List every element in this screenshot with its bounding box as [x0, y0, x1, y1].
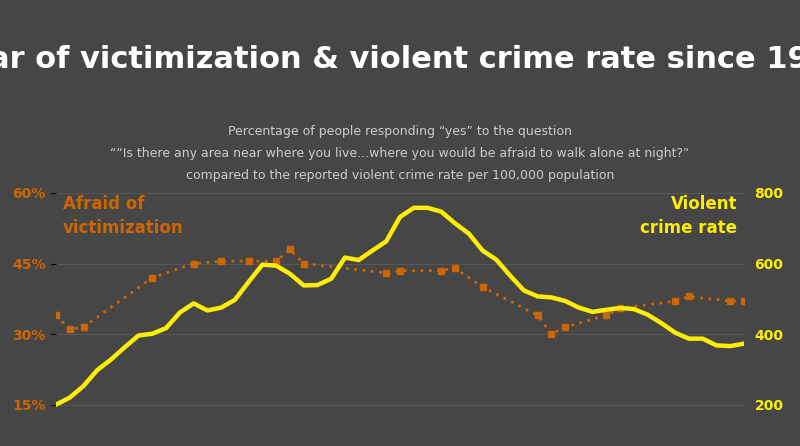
Text: Afraid of
victimization: Afraid of victimization — [63, 195, 183, 237]
Text: compared to the reported violent crime rate per 100,000 population: compared to the reported violent crime r… — [186, 169, 614, 182]
Text: Violent
crime rate: Violent crime rate — [640, 195, 737, 237]
Text: Percentage of people responding “yes” to the question: Percentage of people responding “yes” to… — [228, 125, 572, 138]
Text: ““Is there any area near where you live...where you would be afraid to walk alon: ““Is there any area near where you live.… — [110, 147, 690, 160]
Text: Fear of victimization & violent crime rate since 1965: Fear of victimization & violent crime ra… — [0, 45, 800, 74]
